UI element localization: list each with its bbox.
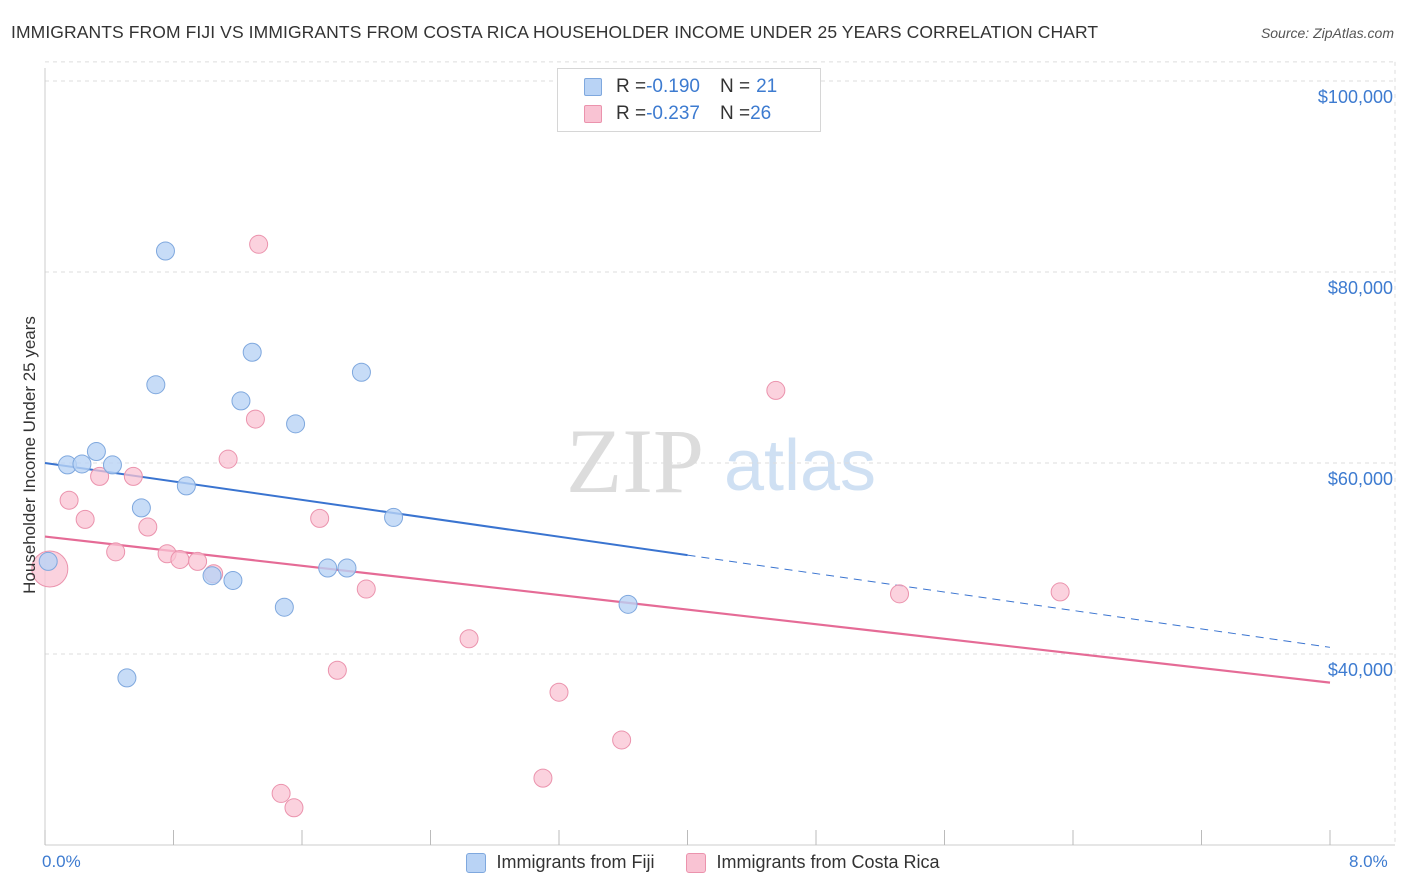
fiji-point (72, 454, 92, 474)
costa-rica-point (533, 768, 553, 788)
fiji-point (242, 342, 262, 362)
costa-rica-point (356, 579, 376, 599)
costa-rica-point (90, 466, 110, 486)
costa-rica-point (123, 466, 143, 486)
costa-rica-point (271, 783, 291, 803)
costa-rica-point (459, 629, 479, 649)
r-value: -0.190 (646, 76, 700, 97)
watermark: ZIP atlas (566, 410, 876, 512)
stats-row-costa-rica: R = -0.237 N = 26 (584, 102, 771, 126)
costa-rica-point (549, 682, 569, 702)
costa-rica-point (170, 549, 190, 569)
y-tick-label: $80,000 (1328, 278, 1393, 298)
fiji-point (155, 241, 175, 261)
fiji-point (176, 476, 196, 496)
fiji-point (274, 597, 294, 617)
fiji-point (86, 442, 106, 462)
legend: Immigrants from Fiji Immigrants from Cos… (0, 852, 1406, 873)
legend-item-costa-rica[interactable]: Immigrants from Costa Rica (686, 852, 940, 873)
costa-rica-point (249, 234, 269, 254)
costa-rica-point (612, 730, 632, 750)
costa-rica-swatch (584, 105, 602, 123)
costa-rica-point (59, 490, 79, 510)
costa-rica-point (106, 542, 126, 562)
fiji-swatch (584, 78, 602, 96)
watermark-zip: ZIP (566, 410, 704, 512)
costa-rica-point (310, 508, 330, 528)
costa-rica-point (245, 409, 265, 429)
n-label: N = (719, 76, 751, 97)
data-points (31, 234, 1070, 818)
fiji-point (337, 558, 357, 578)
costa-rica-point (138, 517, 158, 537)
legend-costa-rica-label: Immigrants from Costa Rica (716, 852, 940, 872)
fiji-point (146, 375, 166, 395)
watermark-atlas: atlas (724, 426, 876, 506)
gridlines (45, 61, 1396, 845)
n-label: N = (719, 103, 751, 124)
fiji-trend-line (44, 462, 688, 557)
costa-rica-point (188, 551, 208, 571)
costa-rica-point (890, 584, 910, 604)
y-tick-label: $60,000 (1328, 469, 1393, 489)
costa-rica-trend-line (44, 535, 1331, 684)
costa-rica-point (766, 380, 786, 400)
legend-fiji-label: Immigrants from Fiji (496, 852, 655, 872)
legend-fiji-swatch (466, 852, 487, 873)
y-axis-label: Householder Income Under 25 years (20, 316, 39, 594)
x-tick-label-end: 8.0% (1349, 852, 1388, 871)
n-value: 21 (756, 76, 778, 97)
costa-rica-point (75, 509, 95, 529)
legend-item-fiji[interactable]: Immigrants from Fiji (466, 852, 654, 873)
costa-rica-point (284, 798, 304, 818)
correlation-stats-box: R = -0.190 N = 21 R = -0.237 N = 26 (557, 68, 821, 132)
fiji-point (384, 507, 404, 527)
stats-row-fiji: R = -0.190 N = 21 (584, 75, 777, 99)
r-label: R = (616, 103, 647, 124)
fiji-point (117, 668, 137, 688)
fiji-point (131, 498, 151, 518)
r-label: R = (616, 76, 647, 97)
fiji-point (202, 566, 222, 586)
fiji-point (618, 594, 638, 614)
x-tick-label-start: 0.0% (42, 852, 81, 871)
chart-title: IMMIGRANTS FROM FIJI VS IMMIGRANTS FROM … (11, 22, 1099, 42)
y-tick-label: $40,000 (1328, 660, 1393, 680)
costa-rica-point (327, 660, 347, 680)
fiji-point (318, 558, 338, 578)
fiji-point (223, 570, 243, 590)
legend-costa-rica-swatch (686, 852, 707, 873)
costa-rica-point (1050, 582, 1070, 602)
source-credit: Source: ZipAtlas.com (1260, 25, 1394, 41)
n-value: 26 (750, 103, 772, 124)
fiji-point (231, 391, 251, 411)
fiji-point (286, 414, 306, 434)
fiji-point (102, 455, 122, 475)
costa-rica-point (218, 449, 238, 469)
fiji-point (38, 551, 58, 571)
fiji-trend-line-extension (687, 554, 1331, 648)
trend-lines (44, 462, 1331, 684)
axes (44, 68, 1395, 846)
fiji-point (351, 362, 371, 382)
r-value: -0.237 (646, 103, 700, 124)
y-tick-labels: $40,000 $60,000 $80,000 $100,000 (1318, 87, 1393, 680)
y-tick-label: $100,000 (1318, 87, 1393, 107)
